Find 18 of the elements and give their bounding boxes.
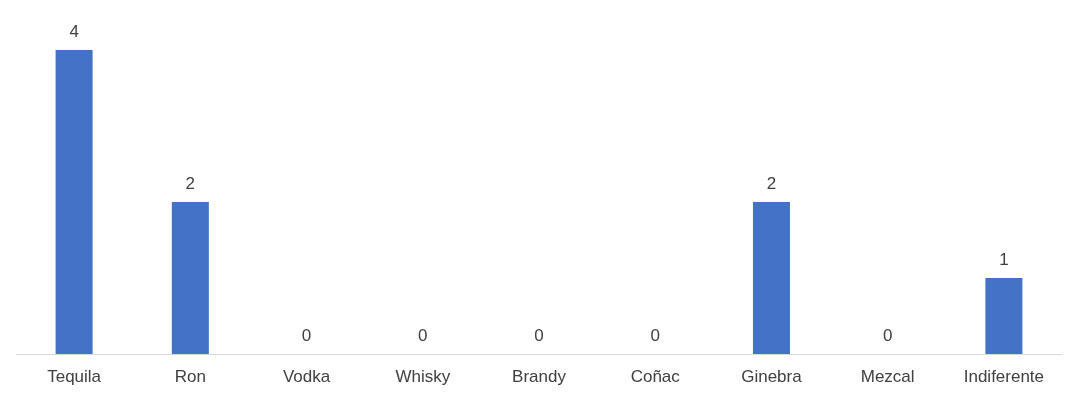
- data-label: 2: [766, 174, 777, 193]
- x-tick-label: Tequila: [47, 367, 102, 386]
- x-tick-label: Ron: [174, 367, 206, 386]
- x-tick-label: Brandy: [512, 367, 567, 386]
- data-label: 0: [534, 326, 544, 345]
- data-label: 4: [69, 22, 79, 41]
- x-tick-label: Vodka: [282, 367, 331, 386]
- data-label: 0: [882, 326, 893, 345]
- data-label: 0: [301, 326, 312, 345]
- x-tick-label: Ginebra: [741, 367, 803, 386]
- x-tick-label: Whisky: [395, 367, 451, 386]
- data-label: 0: [650, 326, 660, 345]
- data-label: 2: [185, 174, 196, 193]
- data-label: 1: [999, 250, 1009, 269]
- x-tick-label: Coñac: [630, 367, 681, 386]
- data-label: 0: [418, 326, 428, 345]
- x-tick-label: Mezcal: [860, 367, 915, 386]
- x-tick-label: Indiferente: [963, 367, 1045, 386]
